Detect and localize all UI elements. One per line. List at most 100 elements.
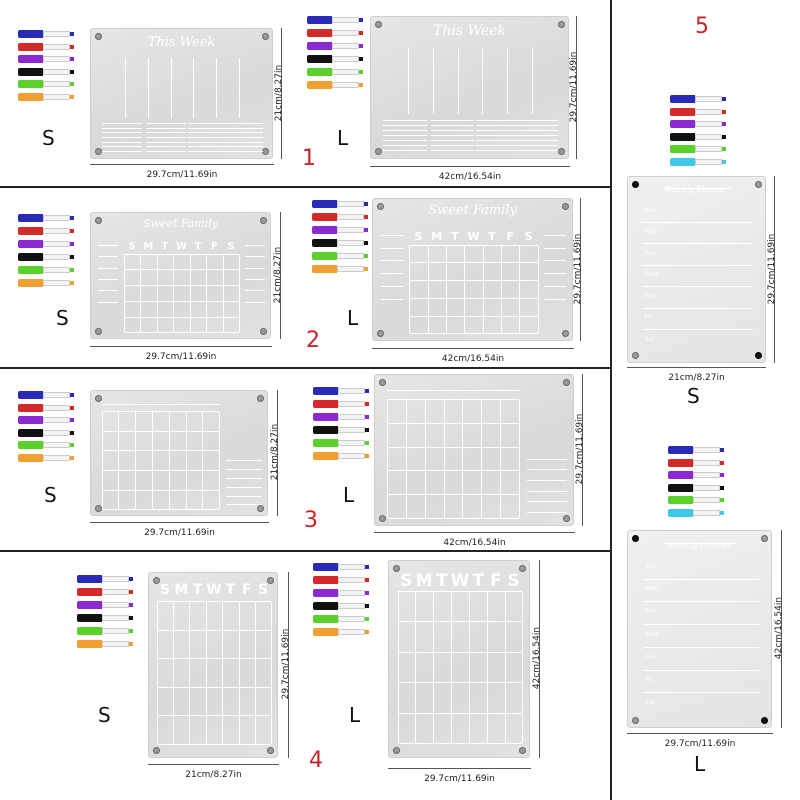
- width-dimension-line: [374, 532, 575, 533]
- weekly-planner-board-large: Weekly Planner Sun Mon Tue Wed Thu Fri Sat: [627, 530, 772, 728]
- height-label: 29.7cm/11.69in: [575, 413, 585, 485]
- screw-icon: [562, 330, 569, 337]
- marker-tip: [722, 147, 726, 151]
- screw-icon: [563, 379, 570, 386]
- marker-cap: [313, 387, 339, 395]
- marker-pen: [18, 227, 74, 235]
- marker-tip: [70, 44, 74, 49]
- marker-tip: [722, 122, 726, 126]
- marker-pen: [313, 387, 369, 395]
- screw-icon: [632, 181, 639, 188]
- writing-line: [381, 286, 404, 288]
- writing-line: [226, 460, 262, 462]
- writing-line: [382, 149, 427, 151]
- marker-cap: [670, 145, 696, 153]
- marker-barrel: [43, 442, 71, 448]
- marker-cap: [18, 391, 44, 399]
- marker-cap: [313, 452, 339, 460]
- marker-cap: [668, 496, 694, 504]
- marker-tip: [365, 630, 369, 634]
- marker-pen: [668, 446, 724, 454]
- weekday-letter: T: [161, 240, 169, 252]
- marker-pen: [18, 441, 74, 449]
- writing-line: [430, 119, 475, 121]
- marker-barrel: [693, 509, 721, 516]
- weekday-letter: M: [415, 570, 433, 591]
- marker-barrel: [332, 17, 360, 23]
- marker-tip: [70, 57, 74, 61]
- writing-line: [101, 150, 143, 152]
- marker-pen: [77, 614, 133, 622]
- writing-line: [430, 124, 475, 126]
- height-label: 29.7cm/11.69in: [281, 628, 291, 700]
- marker-barrel: [102, 615, 130, 621]
- screw-icon: [260, 328, 267, 335]
- marker-barrel: [695, 96, 723, 102]
- marker-barrel: [43, 228, 71, 234]
- marker-pen: [313, 563, 369, 571]
- this-week-board-small: This Week: [90, 28, 273, 159]
- writing-line: [244, 290, 265, 292]
- marker-tip: [365, 389, 369, 393]
- marker-tip: [70, 418, 74, 422]
- monthly-board-large: [374, 374, 574, 526]
- width-dimension-line: [627, 733, 773, 734]
- weekday-letter: S: [414, 230, 423, 244]
- marker-tip: [364, 215, 368, 219]
- marker-pen: [313, 400, 369, 408]
- writing-line: [527, 511, 567, 513]
- writing-line: [244, 256, 265, 258]
- marker-pen: [312, 265, 368, 273]
- marker-cap: [77, 588, 103, 596]
- marker-pen: [77, 588, 133, 596]
- marker-barrel: [102, 628, 130, 634]
- writing-line: [101, 132, 143, 134]
- weekday-letter: W: [175, 240, 187, 252]
- marker-pen: [312, 200, 368, 208]
- marker-pen: [18, 253, 74, 261]
- marker-pen: [307, 42, 363, 50]
- writing-line: [381, 273, 404, 275]
- marker-tip: [365, 591, 369, 595]
- marker-cap: [668, 483, 694, 492]
- marker-pen: [307, 16, 363, 24]
- marker-pen: [313, 589, 369, 597]
- marker-tip: [365, 604, 369, 608]
- writing-line: [187, 146, 263, 148]
- marker-cap: [18, 42, 44, 51]
- screw-icon: [95, 505, 102, 512]
- weekday-letter: W: [206, 582, 222, 599]
- width-dimension-line: [90, 164, 274, 165]
- writing-line: [642, 601, 759, 603]
- writing-line: [642, 692, 759, 694]
- divider-1: [0, 186, 611, 188]
- size-label-large: L: [343, 483, 355, 507]
- writing-line: [244, 267, 265, 269]
- screw-icon: [632, 352, 639, 359]
- weekday-letter: F: [211, 240, 218, 252]
- screw-icon: [761, 717, 768, 724]
- board-title: Weekly Planner: [667, 541, 732, 550]
- writing-line: [527, 469, 567, 471]
- marker-cap: [670, 107, 696, 116]
- marker-tip: [364, 241, 368, 245]
- marker-pen: [670, 145, 726, 153]
- screw-icon: [95, 395, 102, 402]
- writing-line: [381, 234, 404, 236]
- height-dimension-line: [539, 560, 540, 758]
- weekday-letter: W: [467, 230, 480, 244]
- height-dimension-line: [781, 530, 782, 728]
- writing-line: [641, 286, 754, 288]
- marker-cap: [312, 226, 338, 234]
- marker-pen: [668, 458, 724, 467]
- marker-pen: [313, 439, 369, 447]
- writing-line: [430, 134, 475, 136]
- marker-tip: [70, 94, 74, 99]
- marker-tip: [722, 109, 726, 114]
- writing-line: [98, 267, 119, 269]
- screw-icon: [377, 330, 384, 337]
- weekday-letter: M: [174, 582, 189, 599]
- marker-barrel: [338, 440, 366, 446]
- screw-icon: [262, 33, 269, 40]
- marker-barrel: [337, 201, 365, 207]
